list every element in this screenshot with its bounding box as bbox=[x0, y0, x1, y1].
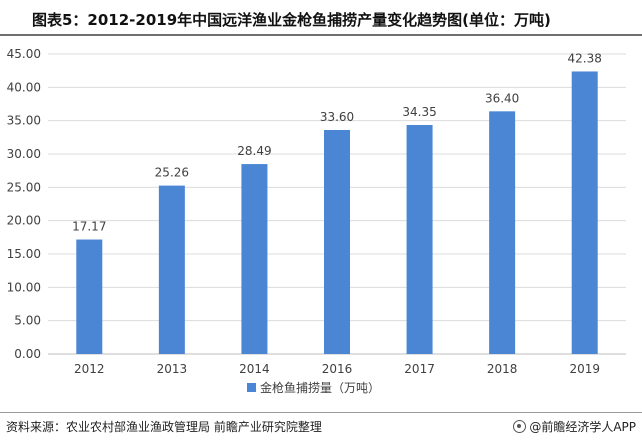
y-tick-label: 15.00 bbox=[7, 247, 41, 261]
data-label: 36.40 bbox=[485, 91, 519, 105]
source-note: 资料来源：农业农村部渔业渔政管理局 前瞻产业研究院整理 bbox=[6, 420, 322, 434]
y-tick-label: 5.00 bbox=[14, 314, 41, 328]
brand-credit: @前瞻经济学人APP bbox=[513, 418, 636, 435]
data-label: 33.60 bbox=[320, 110, 354, 124]
bar bbox=[571, 71, 598, 354]
y-tick-label: 45.00 bbox=[7, 47, 41, 61]
x-tick-label: 2012 bbox=[74, 362, 105, 376]
y-tick-label: 30.00 bbox=[7, 147, 41, 161]
x-tick-label: 2017 bbox=[404, 362, 435, 376]
data-label: 28.49 bbox=[237, 144, 271, 158]
data-label: 25.26 bbox=[155, 166, 189, 180]
x-tick-label: 2019 bbox=[569, 362, 600, 376]
y-tick-label: 20.00 bbox=[7, 214, 41, 228]
brand-label: @前瞻经济学人APP bbox=[529, 420, 636, 434]
legend-swatch bbox=[247, 383, 256, 392]
bar bbox=[489, 111, 516, 354]
chart-title: 图表5：2012-2019年中国远洋渔业金枪鱼捕捞产量变化趋势图(单位：万吨) bbox=[32, 11, 551, 29]
bar bbox=[406, 125, 433, 354]
data-label: 42.38 bbox=[568, 51, 602, 65]
data-label: 17.17 bbox=[72, 220, 106, 234]
title-divider bbox=[0, 34, 642, 36]
y-tick-label: 0.00 bbox=[14, 347, 41, 361]
bar bbox=[76, 239, 103, 354]
x-tick-label: 2013 bbox=[157, 362, 188, 376]
legend-label: 金枪鱼捕捞量（万吨） bbox=[260, 380, 380, 395]
bar bbox=[158, 185, 185, 354]
brand-logo-icon bbox=[513, 420, 527, 433]
bar bbox=[324, 130, 350, 354]
data-label: 34.35 bbox=[402, 105, 436, 119]
y-tick-label: 35.00 bbox=[7, 114, 41, 128]
x-tick-label: 2014 bbox=[239, 362, 270, 376]
y-tick-label: 40.00 bbox=[7, 80, 41, 94]
bar-chart: 0.00 5.00 10.00 15.00 20.00 25.00 30.00 35.00 40… bbox=[7, 47, 626, 395]
y-tick-label: 10.00 bbox=[7, 280, 41, 294]
x-tick-label: 2018 bbox=[487, 362, 518, 376]
footer-divider bbox=[0, 412, 642, 413]
x-tick-label: 2016 bbox=[322, 362, 353, 376]
y-tick-label: 25.00 bbox=[7, 180, 41, 194]
bar bbox=[241, 164, 268, 354]
